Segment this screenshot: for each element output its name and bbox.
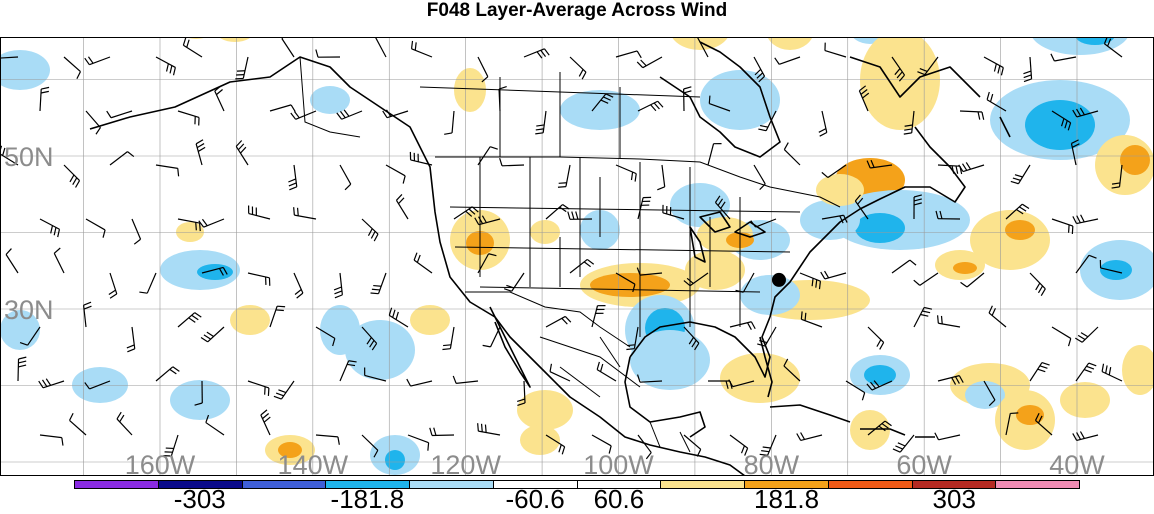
shaded-region [170,380,230,420]
shaded-region [320,305,360,355]
shaded-region [685,250,745,290]
shaded-region [454,68,486,112]
shaded-region [700,70,780,130]
colorbar-segment [410,481,494,488]
colorbar-tick-label: -181.8 [331,484,405,514]
shaded-region [230,305,270,335]
longitude-label: 140W [278,450,349,476]
shaded-region [630,330,710,390]
shaded-region [1120,145,1150,175]
shaded-region [800,200,860,240]
shaded-region [385,450,405,470]
shaded-region [1005,220,1035,240]
shaded-region [1060,382,1110,418]
shaded-region [816,174,864,206]
colorbar-tick-label: -60.6 [505,484,564,514]
shaded-region [953,262,977,274]
colorbar-tick-label: -303 [174,484,226,514]
longitude-label: 40W [1049,450,1105,476]
shaded-region [410,305,450,335]
longitude-label: 80W [744,450,800,476]
shaded-region [720,353,800,403]
point-marker [772,273,786,287]
latitude-label: 50N [4,142,54,172]
shaded-region [1016,405,1044,425]
marker-layer [772,273,786,287]
shaded-region [310,86,350,114]
colorbar-tick-label: 181.8 [754,484,819,514]
shaded-region [197,264,233,280]
longitude-label: 120W [430,450,501,476]
map-svg: 50N 30N 160W 140W 120W 100W 80W 60W 40W [0,37,1154,476]
colorbar-segment [996,481,1079,488]
shaded-region [530,220,560,244]
longitude-label: 160W [125,450,196,476]
shaded-region [517,390,573,430]
colorbar-segment [75,481,159,488]
longitude-label: 100W [583,450,654,476]
chart-title: F048 Layer-Average Across Wind [0,0,1154,22]
shaded-region [1025,100,1095,150]
colorbar-segment [243,481,327,488]
colorbar-tick-label: 60.6 [594,484,645,514]
shaded-region [855,213,905,243]
map-panel: 50N 30N 160W 140W 120W 100W 80W 60W 40W [0,37,1154,476]
latitude-label: 30N [4,295,54,325]
shaded-region [560,90,640,130]
colorbar-segment [829,481,913,488]
shaded-region [590,273,670,297]
shaded-region [1100,260,1132,280]
colorbar-segment [661,481,745,488]
longitude-label: 60W [896,450,952,476]
colorbar-tick-label: 303 [933,484,976,514]
